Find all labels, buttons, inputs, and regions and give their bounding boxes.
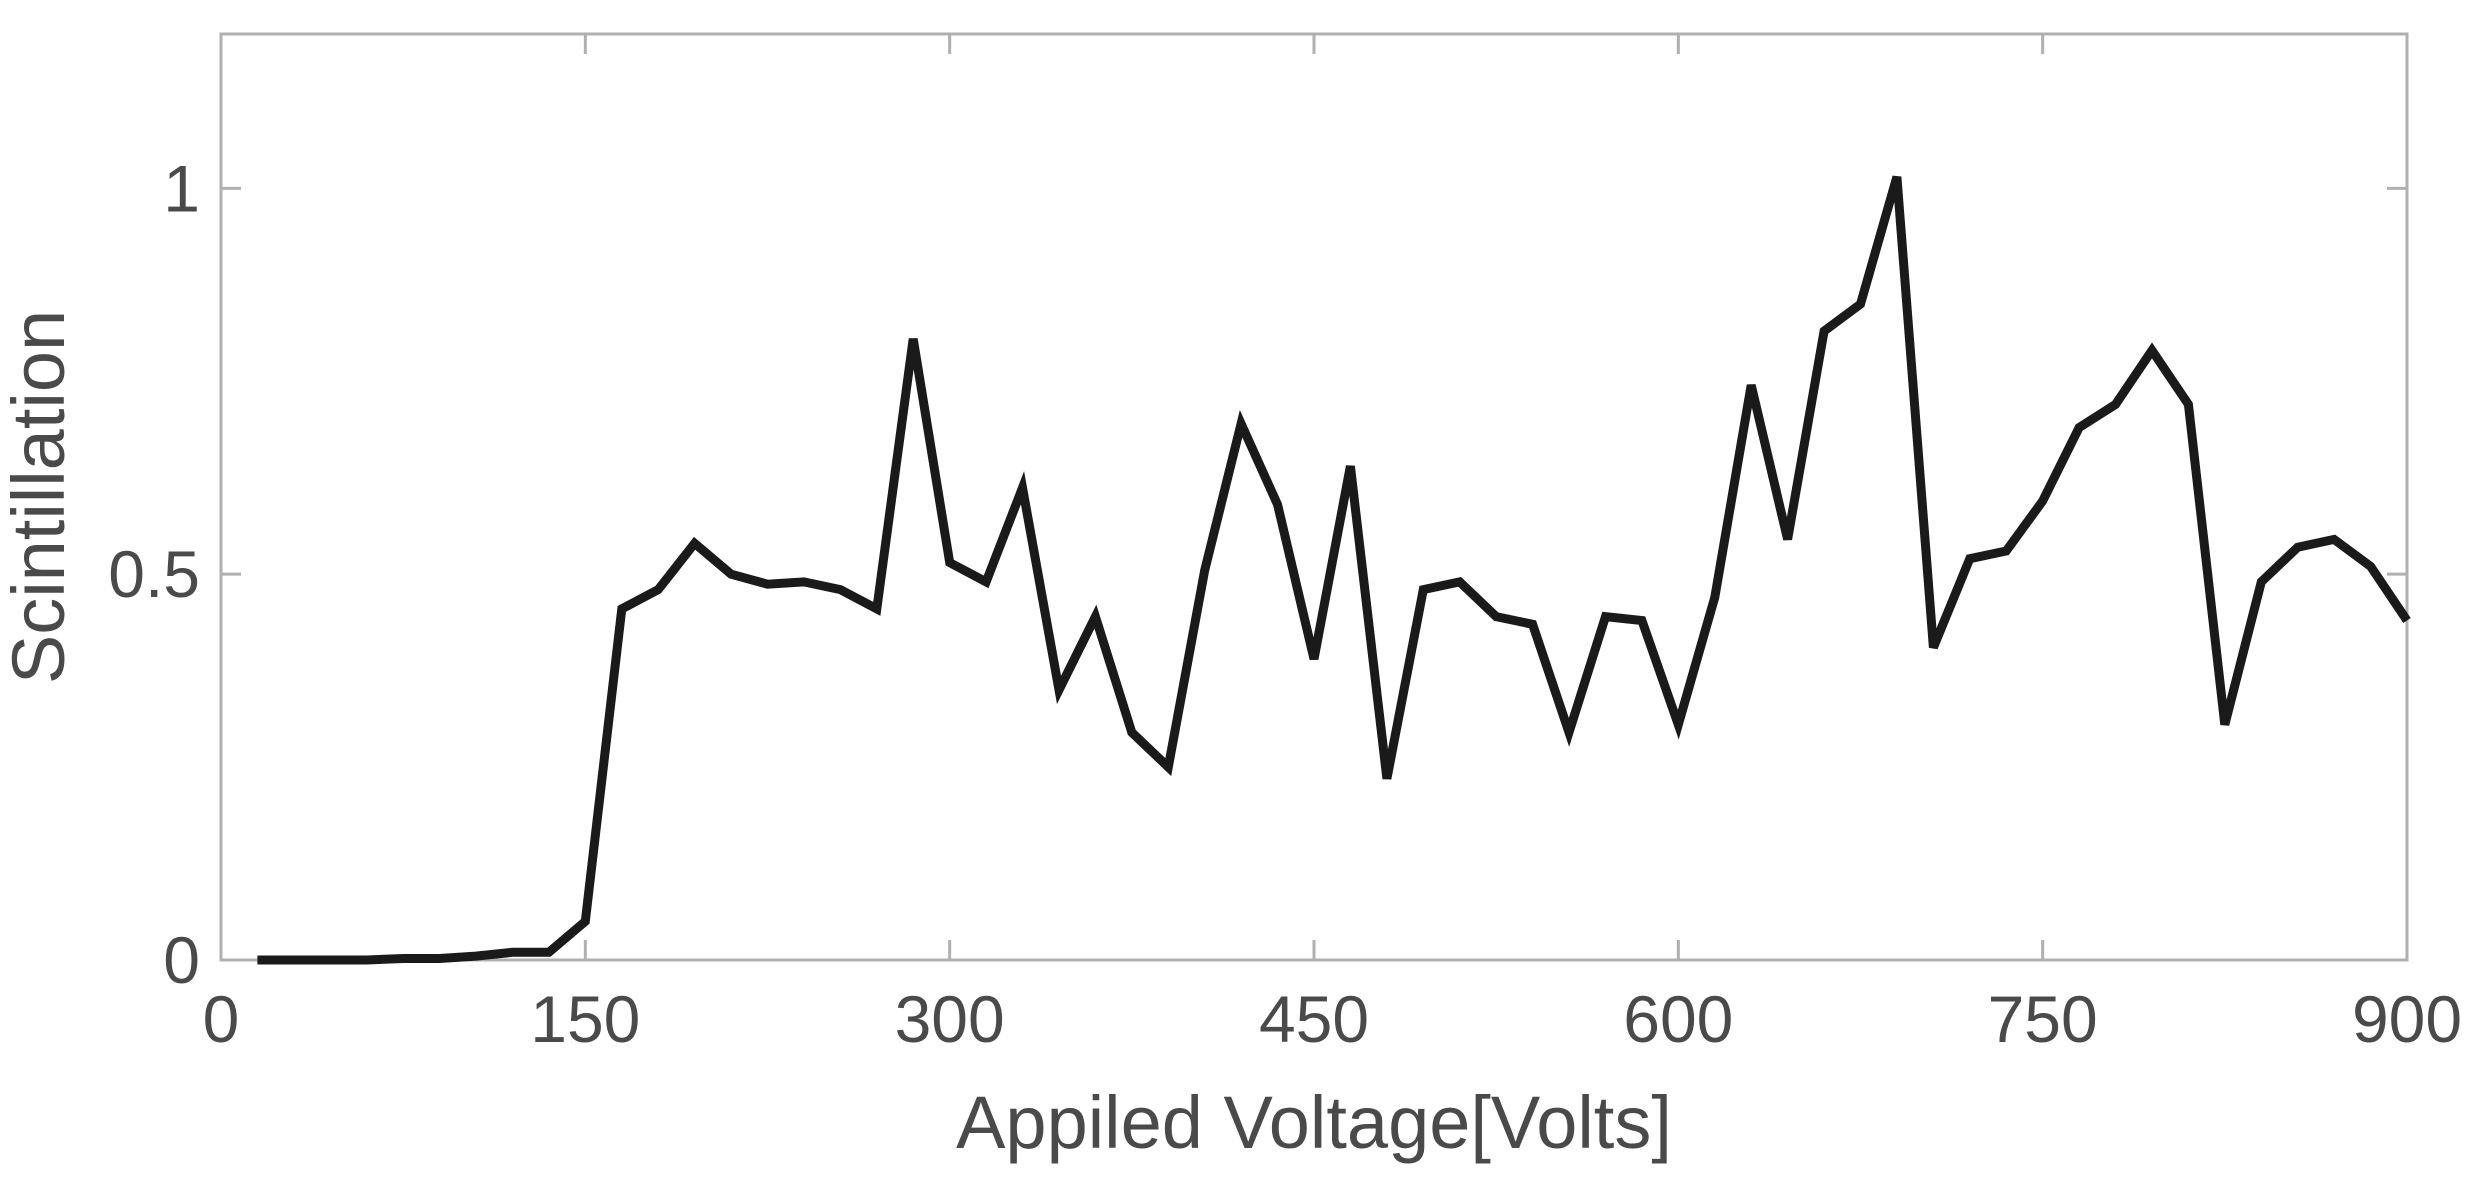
x-tick-label: 0 — [203, 982, 240, 1056]
x-tick-label: 750 — [1988, 982, 2098, 1056]
tick-labels-layer: 0 150 300 450 600 750 900 0 0.5 1 — [108, 151, 2462, 1056]
x-tick-label: 900 — [2352, 982, 2462, 1056]
y-tick-label: 0 — [163, 923, 200, 997]
x-tick-label: 300 — [895, 982, 1005, 1056]
y-axis-label: Scintillation — [0, 310, 80, 684]
plot-frame — [219, 32, 2409, 962]
x-tick-label: 150 — [530, 982, 640, 1056]
x-axis-label: Appiled Voltage[Volts] — [956, 1081, 1672, 1164]
x-tick-label: 600 — [1623, 982, 1733, 1056]
scintillation-series-line — [257, 175, 2411, 965]
y-tick-label: 1 — [163, 151, 200, 225]
x-tick-label: 450 — [1259, 982, 1369, 1056]
ticks-layer — [219, 34, 2409, 962]
y-tick-label: 0.5 — [108, 537, 200, 611]
